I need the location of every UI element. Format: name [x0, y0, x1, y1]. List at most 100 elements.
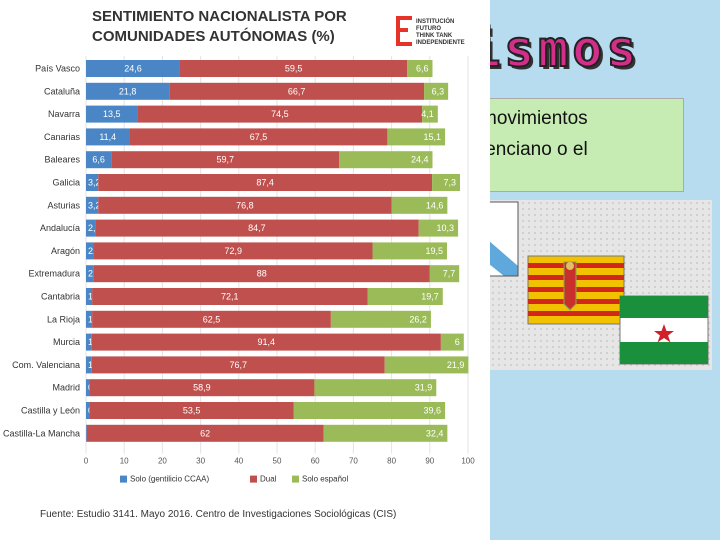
value-label-dual-4: 59,7 [216, 155, 234, 165]
value-label-espanol-11: 26,2 [409, 314, 427, 324]
value-label-dual-5: 87,4 [256, 178, 274, 188]
value-label-dual-0: 59,5 [285, 64, 303, 74]
category-label-3: Canarias [44, 132, 81, 142]
value-label-solo-0: 24,6 [124, 64, 142, 74]
value-label-dual-10: 72,1 [221, 292, 239, 302]
bar-espanol-4 [339, 151, 433, 169]
logo-mark-icon [396, 16, 412, 46]
category-label-2: Navarra [48, 109, 80, 119]
value-label-espanol-2: 4,1 [421, 109, 434, 119]
slide-text-line-1: movimientos [481, 108, 588, 129]
bar-dual-12 [91, 333, 441, 351]
value-label-espanol-12: 6 [455, 337, 460, 347]
value-label-dual-16: 62 [200, 428, 210, 438]
bar-solo-8 [86, 242, 95, 260]
value-label-dual-14: 58,9 [193, 383, 211, 393]
x-tick-label-7: 70 [349, 457, 358, 466]
value-label-espanol-9: 7,7 [443, 269, 456, 279]
bar-solo-2 [86, 105, 138, 123]
logo-line-3: THINK TANK [416, 33, 453, 39]
bar-dual-0 [179, 60, 408, 77]
institucion-futuro-logo: INSTITUCIÓN FUTURO THINK TANK INDEPENDIE… [394, 8, 484, 52]
slide-text-line-2: lenciano o el [481, 139, 588, 160]
bar-espanol-7 [418, 219, 459, 237]
bar-espanol-3 [387, 128, 446, 146]
bar-dual-2 [137, 105, 423, 123]
value-label-solo-1: 21,8 [119, 86, 137, 96]
bar-espanol-2 [422, 105, 438, 123]
legend-swatch-dual [250, 475, 257, 483]
bar-solo-11 [86, 310, 93, 328]
galicia-flag-icon [483, 201, 519, 277]
bar-solo-15 [86, 402, 90, 419]
value-label-dual-9: 88 [257, 269, 267, 279]
bar-solo-13 [86, 356, 92, 374]
value-label-solo-4: 6,6 [92, 155, 105, 165]
value-label-dual-3: 67,5 [250, 132, 268, 142]
value-label-espanol-5: 7,3 [443, 178, 456, 188]
bar-solo-7 [86, 219, 96, 237]
category-label-0: País Vasco [35, 64, 80, 74]
category-label-7: Andalucía [40, 223, 80, 233]
bar-dual-3 [129, 128, 388, 146]
value-label-solo-7: 2,4 [88, 223, 101, 233]
value-label-espanol-4: 24,4 [411, 155, 429, 165]
valencia-flag-icon [527, 255, 625, 325]
value-label-espanol-0: 6,6 [416, 64, 429, 74]
category-label-13: Com. Valenciana [12, 360, 80, 370]
logo-line-2: FUTURO [416, 26, 441, 32]
bar-dual-7 [95, 219, 419, 237]
flags-illustration [483, 201, 709, 365]
bar-solo-4 [86, 151, 112, 169]
x-tick-label-3: 30 [196, 457, 205, 466]
value-label-solo-3: 11,4 [99, 132, 116, 142]
bar-espanol-5 [432, 174, 460, 191]
value-label-dual-6: 76,8 [236, 200, 254, 210]
bar-solo-1 [86, 82, 170, 100]
value-label-espanol-1: 6,3 [432, 86, 445, 96]
bar-dual-1 [169, 82, 425, 100]
bar-espanol-12 [440, 333, 464, 351]
value-label-solo-5: 3,2 [88, 178, 101, 188]
x-tick-label-10: 100 [461, 457, 475, 466]
value-label-espanol-6: 14,6 [426, 200, 444, 210]
bar-espanol-10 [367, 288, 443, 305]
bar-solo-6 [86, 196, 99, 214]
bar-solo-9 [86, 265, 94, 283]
x-tick-label-5: 50 [273, 457, 282, 466]
bar-dual-10 [92, 288, 368, 305]
legend-swatch-espanol [292, 475, 299, 483]
category-label-8: Aragón [51, 246, 80, 256]
legend-label-dual: Dual [260, 475, 277, 484]
value-label-dual-7: 84,7 [248, 223, 266, 233]
category-label-9: Extremadura [28, 269, 80, 279]
chart-title-line-1: SENTIMIENTO NACIONALISTA POR [92, 8, 347, 25]
bar-solo-14 [86, 379, 90, 397]
logo-text: INSTITUCIÓN FUTURO THINK TANK INDEPENDIE… [416, 19, 486, 47]
chart-title-line-2: COMUNIDADES AUTÓNOMAS (%) [92, 28, 335, 45]
value-label-solo-6: 3,2 [88, 200, 101, 210]
category-label-4: Baleares [44, 155, 80, 165]
value-label-espanol-3: 15,1 [424, 132, 442, 142]
bar-dual-9 [93, 265, 430, 283]
value-label-espanol-7: 10,3 [437, 223, 455, 233]
andalucia-flag-icon [619, 295, 709, 365]
logo-line-4: INDEPENDIENTE [416, 40, 465, 46]
bar-espanol-9 [429, 265, 460, 283]
legend-label-solo: Solo (gentilicio CCAA) [130, 475, 209, 484]
x-tick-label-6: 60 [311, 457, 320, 466]
bar-espanol-15 [293, 402, 446, 419]
value-label-dual-1: 66,7 [288, 86, 306, 96]
slide-title: ismos [470, 19, 641, 79]
category-label-1: Cataluña [44, 86, 80, 96]
category-label-6: Asturias [47, 200, 80, 210]
bar-dual-8 [94, 242, 373, 260]
value-label-espanol-8: 19,5 [425, 246, 443, 256]
bar-dual-4 [111, 151, 340, 169]
stacked-bar-chart: 0 10 20 30 40 50 60 70 80 90 100 País Vasco 24,6 59,5… [3, 56, 475, 484]
value-label-espanol-15: 39,6 [424, 406, 442, 416]
value-label-dual-13: 76,7 [229, 360, 247, 370]
bar-solo-5 [86, 174, 99, 191]
category-label-10: Cantabria [41, 292, 80, 302]
bar-dual-16 [86, 424, 324, 442]
